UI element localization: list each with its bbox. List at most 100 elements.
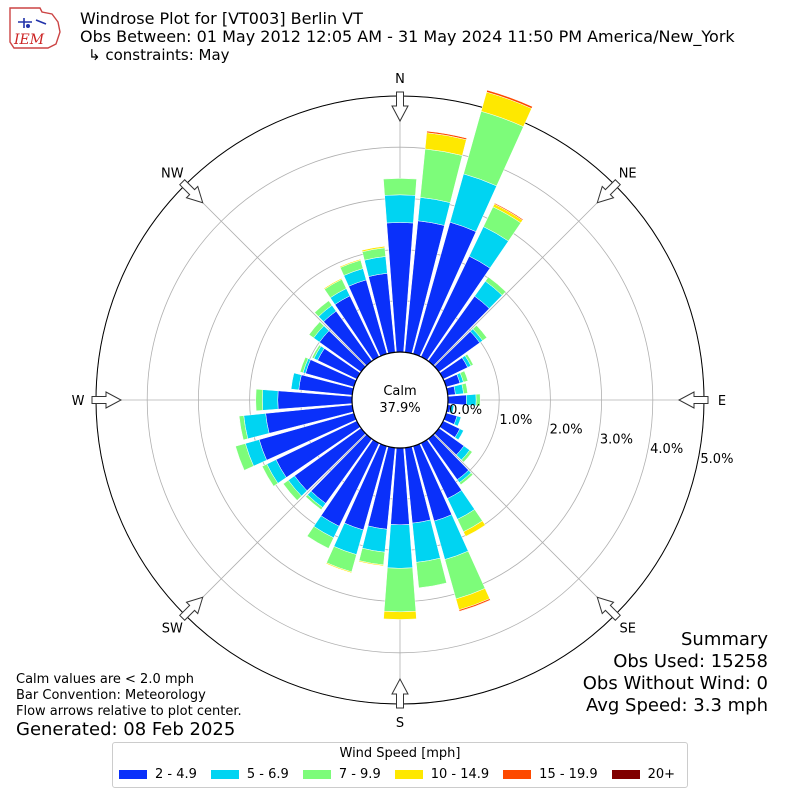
chart-subtitle: Obs Between: 01 May 2012 12:05 AM - 31 M… <box>80 27 735 46</box>
direction-label-w: W <box>72 394 85 409</box>
grid-spoke-7 <box>184 184 367 367</box>
legend-label-3: 10 - 14.9 <box>430 767 490 782</box>
direction-label-s: S <box>396 716 404 731</box>
legend-swatch-4 <box>503 770 532 779</box>
bar-10-bin-2 <box>419 148 463 203</box>
bar-0-bin-2 <box>383 178 417 196</box>
bar-120-bin-1 <box>454 428 464 441</box>
arrow-sw <box>179 596 204 621</box>
calm-label: Calm <box>383 384 416 399</box>
bar-50-bin-2 <box>472 324 488 341</box>
iem-logo: IEM <box>9 7 61 49</box>
legend-items: 2 - 4.9 5 - 6.9 7 - 9.9 10 - 14.9 15 - 19.9 2… <box>119 767 675 782</box>
bar-0-bin-1 <box>384 194 416 224</box>
bar-160-bin-4 <box>458 598 491 612</box>
bar-250-bin-2 <box>235 443 254 471</box>
bar-190-bin-3 <box>358 560 384 567</box>
ring-label-3: 3.0% <box>600 432 633 447</box>
bar-330-bin-3 <box>323 277 343 290</box>
logo-text: IEM <box>13 32 45 48</box>
bar-300-bin-2 <box>311 344 322 359</box>
direction-label-e: E <box>718 394 726 409</box>
legend-item-3: 10 - 14.9 <box>394 767 490 782</box>
arrow-se <box>596 596 621 621</box>
summary-avg-speed: Avg Speed: 3.3 mph <box>586 695 768 716</box>
bar-210-bin-2 <box>306 526 335 549</box>
arrow-n <box>391 91 409 123</box>
bar-220-bin-2 <box>305 494 324 511</box>
bar-180-bin-1 <box>387 524 413 569</box>
chart-title: Windrose Plot for [VT003] Berlin VT <box>80 9 363 28</box>
bar-110-bin-1 <box>453 415 462 427</box>
legend-item-5: 20+ <box>611 767 676 782</box>
bar-270-bin-1 <box>262 389 279 411</box>
arrow-w <box>91 391 123 409</box>
bar-20-bin-4 <box>486 89 533 109</box>
bar-350-bin-3 <box>361 245 386 253</box>
bar-30-bin-4 <box>493 202 524 221</box>
ring-labels: 0.0% 1.0% 2.0% 3.0% 4.0% 5.0% <box>449 403 733 467</box>
bar-90-bin-2 <box>475 393 481 407</box>
summary-obs-without-wind: Obs Without Wind: 0 <box>582 673 768 694</box>
bar-230-bin-2 <box>282 479 302 501</box>
direction-label-sw: SW <box>162 622 183 637</box>
legend-title: Wind Speed [mph] <box>339 746 461 761</box>
arrow-s <box>391 677 409 709</box>
grid-spoke-5 <box>184 433 367 616</box>
generated-date: Generated: 08 Feb 2025 <box>16 719 236 740</box>
legend-item-1: 5 - 6.9 <box>210 767 289 782</box>
bar-180-bin-3 <box>383 610 417 620</box>
bar-190-bin-1 <box>361 525 388 553</box>
bar-60-bin-2 <box>464 353 474 367</box>
bar-40-bin-2 <box>485 276 507 296</box>
bar-340-bin-3 <box>339 258 361 268</box>
bar-80-bin-2 <box>461 382 468 394</box>
calm-circle: Calm 37.9% <box>351 351 449 449</box>
direction-labels: N NE E SE S SW W NW <box>72 72 727 731</box>
legend-label-5: 20+ <box>647 767 676 782</box>
bar-240-bin-2 <box>261 463 279 487</box>
bar-100-bin-1 <box>449 404 455 414</box>
grid-spoke-3 <box>433 433 616 616</box>
bar-180-bin-2 <box>383 567 417 613</box>
arrow-ne <box>596 179 621 204</box>
legend-item-2: 7 - 9.9 <box>302 767 381 782</box>
legend-label-2: 7 - 9.9 <box>338 767 381 782</box>
legend-label-0: 2 - 4.9 <box>155 767 197 782</box>
direction-label-n: N <box>395 72 405 87</box>
chart-constraints: ↳ constraints: May <box>88 46 230 64</box>
bar-140-bin-2 <box>459 472 474 486</box>
ring-label-2: 2.0% <box>550 423 583 438</box>
legend-label-1: 5 - 6.9 <box>246 767 289 782</box>
legend-label-4: 15 - 19.9 <box>539 767 598 782</box>
legend-swatch-1 <box>210 770 239 779</box>
bar-70-bin-2 <box>459 370 469 383</box>
bar-270-bin-2 <box>255 388 264 412</box>
ring-label-4: 4.0% <box>650 442 683 457</box>
flow-note: Flow arrows relative to plot center. <box>16 704 242 719</box>
windrose-bars <box>235 89 533 620</box>
calm-note: Calm values are < 2.0 mph <box>16 672 195 687</box>
bar-310-bin-2 <box>308 321 325 339</box>
bar-130-bin-2 <box>461 449 473 463</box>
direction-label-se: SE <box>619 622 635 637</box>
arrow-nw <box>179 179 204 204</box>
bar-260-bin-2 <box>238 415 249 441</box>
bar-260-bin-1 <box>243 413 270 440</box>
bar-170-bin-2 <box>415 557 447 589</box>
legend-swatch-5 <box>611 770 640 779</box>
legend-swatch-2 <box>302 770 331 779</box>
bar-280-bin-1 <box>290 372 302 391</box>
arrow-e <box>677 391 709 409</box>
legend-item-4: 15 - 19.9 <box>503 767 598 782</box>
legend: Wind Speed [mph] 2 - 4.9 5 - 6.9 7 - 9.9 10… <box>112 742 688 788</box>
direction-arrows <box>91 91 709 709</box>
bar-320-bin-2 <box>314 300 333 317</box>
bar-200-bin-3 <box>325 562 352 574</box>
summary-heading: Summary <box>681 629 768 650</box>
calm-value: 37.9% <box>379 401 420 416</box>
ring-label-5: 5.0% <box>700 452 733 467</box>
bar-convention-note: Bar Convention: Meteorology <box>16 688 206 703</box>
ring-label-0: 0.0% <box>449 403 482 418</box>
